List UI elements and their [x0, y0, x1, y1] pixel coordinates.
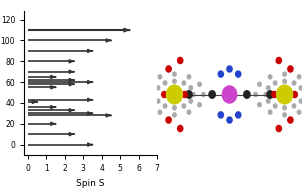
Circle shape	[283, 106, 286, 110]
Circle shape	[244, 91, 250, 98]
Circle shape	[268, 110, 272, 114]
Circle shape	[292, 81, 296, 85]
Circle shape	[276, 125, 281, 132]
Circle shape	[173, 72, 176, 76]
Circle shape	[186, 91, 192, 98]
Circle shape	[173, 79, 176, 83]
Circle shape	[163, 81, 167, 85]
Circle shape	[276, 57, 281, 64]
Circle shape	[299, 99, 302, 103]
Circle shape	[178, 57, 183, 64]
Circle shape	[182, 91, 187, 98]
Circle shape	[182, 81, 186, 85]
Circle shape	[258, 82, 261, 86]
Circle shape	[189, 86, 192, 90]
Circle shape	[227, 117, 232, 123]
Circle shape	[187, 75, 191, 79]
Circle shape	[268, 75, 272, 79]
X-axis label: Spin S: Spin S	[76, 179, 105, 187]
Circle shape	[283, 72, 286, 76]
Circle shape	[182, 104, 186, 108]
Circle shape	[288, 117, 293, 123]
Circle shape	[236, 112, 241, 118]
Circle shape	[297, 75, 301, 79]
Circle shape	[187, 110, 191, 114]
Circle shape	[163, 104, 167, 108]
Circle shape	[189, 99, 192, 103]
Circle shape	[254, 92, 257, 97]
Circle shape	[299, 86, 302, 90]
Circle shape	[173, 106, 176, 110]
Circle shape	[209, 91, 215, 98]
Circle shape	[272, 91, 277, 98]
Circle shape	[222, 86, 237, 103]
Circle shape	[156, 99, 160, 103]
Circle shape	[292, 104, 296, 108]
Circle shape	[258, 103, 261, 107]
Circle shape	[292, 91, 297, 98]
Circle shape	[267, 99, 270, 103]
Circle shape	[283, 79, 286, 83]
Circle shape	[158, 75, 162, 79]
Circle shape	[156, 86, 160, 90]
Circle shape	[264, 92, 268, 97]
Circle shape	[202, 92, 205, 97]
Circle shape	[218, 112, 223, 118]
Circle shape	[288, 66, 293, 72]
Circle shape	[166, 66, 171, 72]
Circle shape	[158, 110, 162, 114]
Circle shape	[267, 86, 270, 90]
Circle shape	[178, 125, 183, 132]
Circle shape	[236, 71, 241, 77]
Circle shape	[283, 113, 286, 117]
Circle shape	[277, 85, 293, 104]
Circle shape	[297, 110, 301, 114]
Circle shape	[173, 113, 176, 117]
Circle shape	[162, 91, 167, 98]
Circle shape	[198, 103, 201, 107]
Circle shape	[166, 117, 171, 123]
Circle shape	[273, 104, 277, 108]
Circle shape	[273, 81, 277, 85]
Circle shape	[166, 85, 182, 104]
Circle shape	[227, 66, 232, 72]
Circle shape	[267, 91, 273, 98]
Circle shape	[198, 82, 201, 86]
Circle shape	[218, 71, 223, 77]
Circle shape	[191, 92, 195, 97]
